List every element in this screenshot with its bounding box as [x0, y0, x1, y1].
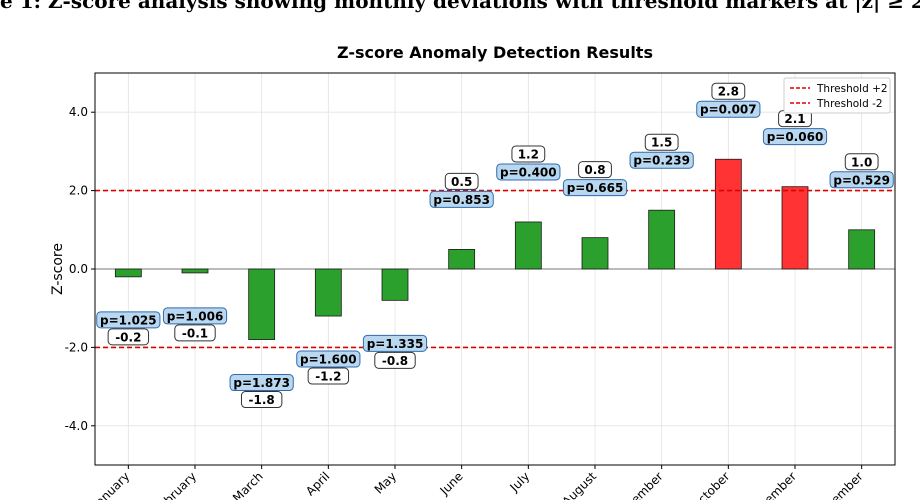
value-label: 2.1 [784, 112, 805, 126]
y-tick-label: -4.0 [65, 419, 88, 433]
value-label: 1.5 [651, 136, 672, 150]
x-tick-label: June [437, 469, 466, 498]
y-tick-label: 4.0 [69, 105, 88, 119]
p-value-label: p=1.006 [167, 309, 224, 323]
value-label-box [578, 161, 612, 179]
bar-december [848, 229, 876, 270]
y-tick-label: -2.0 [65, 340, 88, 354]
value-label-box [644, 133, 679, 151]
bar-april [314, 268, 342, 317]
p-value-label-box [162, 307, 228, 325]
p-value-label-box [296, 350, 361, 368]
p-value-label-box [496, 163, 561, 181]
p-value-label-box [696, 100, 761, 118]
bar-june [448, 248, 476, 270]
bar-march [248, 268, 276, 340]
p-value-label: p=1.873 [233, 376, 290, 390]
p-value-label: p=1.335 [367, 337, 424, 351]
p-value-label-box [362, 334, 428, 352]
p-value-label: p=1.025 [100, 313, 157, 327]
x-tick-label: ember [628, 469, 666, 500]
value-label: -0.8 [382, 354, 408, 368]
value-label-box [307, 367, 350, 385]
p-value-label-box [829, 171, 894, 189]
p-value-label-box [762, 128, 828, 146]
bar-october [714, 158, 742, 270]
p-value-label: p=0.853 [433, 193, 490, 207]
x-tick-label: July [507, 469, 533, 495]
bar-july [514, 221, 542, 270]
p-value-label: p=0.400 [500, 165, 557, 179]
value-label: -0.2 [115, 330, 141, 344]
bar-november [781, 186, 809, 270]
x-tick-label: bruary [161, 469, 199, 500]
x-tick-label: March [230, 469, 266, 500]
x-tick-label: anuary [93, 469, 133, 500]
value-label: 0.8 [584, 163, 605, 177]
value-label-box [174, 324, 216, 342]
x-tick-label: April [303, 469, 332, 498]
bar-may [381, 268, 409, 301]
value-label-box [374, 351, 416, 369]
x-tick-label: August [560, 469, 600, 500]
x-tick-label: ember [762, 469, 800, 500]
y-tick-label: 0.0 [69, 262, 88, 276]
value-label-box [444, 172, 479, 190]
p-value-label: p=0.529 [833, 173, 890, 187]
x-tick-label: ctober [695, 469, 732, 500]
p-value-label: p=1.600 [300, 353, 357, 367]
figure-caption: e 1: Z-score analysis showing monthly de… [0, 0, 920, 13]
p-value-label: p=0.060 [767, 130, 824, 144]
legend-label: Threshold -2 [816, 98, 883, 110]
bar-february [181, 268, 209, 274]
x-tick-label: May [372, 469, 399, 496]
p-value-label-box [429, 190, 494, 208]
value-label: 1.0 [851, 155, 872, 169]
value-label-box [240, 391, 283, 409]
value-label-box [711, 82, 746, 100]
p-value-label-box [96, 311, 161, 329]
value-label: -1.8 [249, 393, 275, 407]
x-tick-label: ember [828, 469, 866, 500]
p-value-label: p=0.239 [633, 154, 690, 168]
legend-box [783, 77, 891, 114]
p-value-label-box [562, 179, 628, 197]
p-value-label-box [629, 151, 694, 169]
bar-september [648, 209, 676, 270]
value-label: -0.1 [182, 326, 208, 340]
p-value-label-box [229, 374, 294, 392]
value-label: -1.2 [315, 370, 341, 384]
p-value-label: p=0.007 [700, 103, 757, 117]
chart-title: Z-score Anomaly Detection Results [337, 43, 653, 62]
bar-january [114, 268, 142, 278]
value-label: 0.5 [451, 175, 472, 189]
value-label: 2.8 [718, 85, 739, 99]
value-label-box [844, 153, 879, 171]
value-label: 1.2 [518, 147, 539, 161]
bar-august [581, 237, 609, 270]
y-tick-label: 2.0 [69, 184, 88, 198]
value-label-box [107, 328, 150, 346]
legend-label: Threshold +2 [816, 83, 888, 95]
y-axis-label: Z-score [50, 243, 66, 295]
value-label-box [511, 145, 546, 163]
p-value-label: p=0.665 [567, 181, 624, 195]
